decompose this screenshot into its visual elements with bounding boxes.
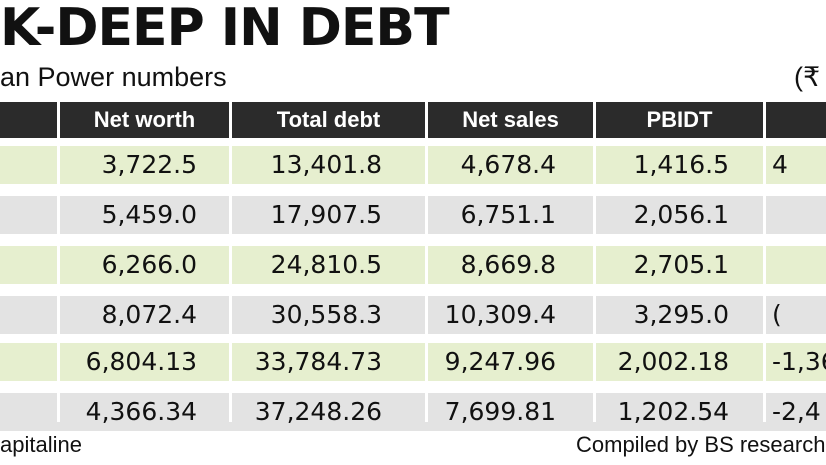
subtitle: an Power numbers bbox=[0, 62, 227, 92]
table-cell: 2,705.1 bbox=[633, 250, 729, 279]
table-cell: 30,558.3 bbox=[270, 300, 382, 329]
table-cell: 1,202.54 bbox=[617, 397, 729, 426]
table-cell: -2,4 bbox=[772, 397, 821, 426]
table-cell: 8,669.8 bbox=[460, 250, 556, 279]
table-row bbox=[0, 393, 826, 431]
table-cell: 37,248.26 bbox=[254, 397, 382, 426]
table-cell: 13,401.8 bbox=[270, 150, 382, 179]
column-header: Total debt bbox=[232, 102, 425, 138]
credit-note: Compiled by BS research bbox=[576, 432, 826, 457]
table-row bbox=[0, 296, 826, 334]
column-divider bbox=[763, 102, 766, 422]
table-cell: 17,907.5 bbox=[270, 200, 382, 229]
table-cell: 8,072.4 bbox=[101, 300, 197, 329]
table-cell: 1,416.5 bbox=[633, 150, 729, 179]
table-cell: 6,804.13 bbox=[85, 347, 197, 376]
page-title: K-DEEP IN DEBT bbox=[0, 0, 450, 58]
column-divider bbox=[57, 102, 60, 422]
table-cell: -1,36 bbox=[772, 347, 826, 376]
table-cell: 7,699.81 bbox=[444, 397, 556, 426]
source-note: apitaline bbox=[0, 432, 82, 457]
column-divider bbox=[229, 102, 232, 422]
table-cell: 3,295.0 bbox=[633, 300, 729, 329]
column-header: Net worth bbox=[60, 102, 229, 138]
table-cell: 6,266.0 bbox=[101, 250, 197, 279]
table-cell: ( bbox=[772, 300, 782, 329]
column-header bbox=[0, 102, 57, 138]
column-divider bbox=[593, 102, 596, 422]
table-cell: 3,722.5 bbox=[101, 150, 197, 179]
table-cell: 33,784.73 bbox=[254, 347, 382, 376]
table-cell: 5,459.0 bbox=[101, 200, 197, 229]
table-row bbox=[0, 246, 826, 284]
table-cell: 4,678.4 bbox=[460, 150, 556, 179]
table-cell: 9,247.96 bbox=[444, 347, 556, 376]
table-row bbox=[0, 146, 826, 184]
table-cell: 10,309.4 bbox=[444, 300, 556, 329]
table-cell: 4,366.34 bbox=[85, 397, 197, 426]
table-cell: 24,810.5 bbox=[270, 250, 382, 279]
table-row bbox=[0, 196, 826, 234]
table-cell: 2,056.1 bbox=[633, 200, 729, 229]
column-header: Net sales bbox=[428, 102, 593, 138]
table-cell: 6,751.1 bbox=[460, 200, 556, 229]
table-row bbox=[0, 343, 826, 381]
table-cell: 2,002.18 bbox=[617, 347, 729, 376]
unit-label: (₹ bbox=[794, 62, 821, 92]
column-header: PBIDT bbox=[596, 102, 763, 138]
column-header bbox=[766, 102, 826, 138]
column-divider bbox=[425, 102, 428, 422]
table-cell: 4 bbox=[772, 150, 788, 179]
